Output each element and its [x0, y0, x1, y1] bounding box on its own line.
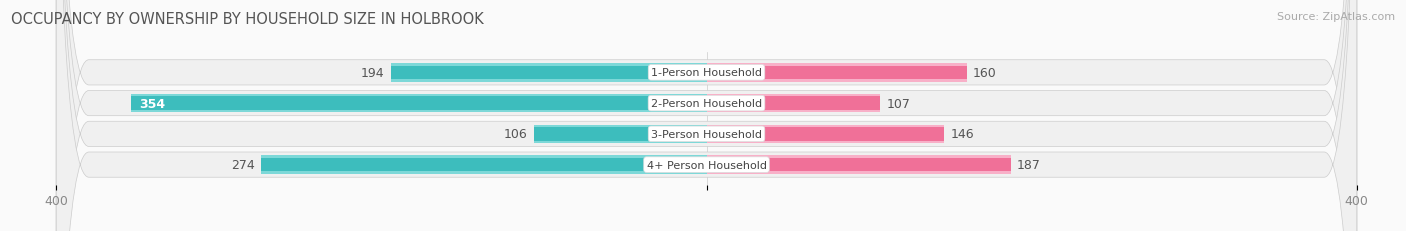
- Text: 146: 146: [950, 128, 974, 141]
- Text: OCCUPANCY BY OWNERSHIP BY HOUSEHOLD SIZE IN HOLBROOK: OCCUPANCY BY OWNERSHIP BY HOUSEHOLD SIZE…: [11, 12, 484, 27]
- Text: 274: 274: [231, 158, 254, 171]
- Bar: [707, 97, 880, 110]
- Bar: [534, 125, 707, 143]
- Text: 3-Person Household: 3-Person Household: [651, 129, 762, 139]
- Text: 106: 106: [503, 128, 527, 141]
- Bar: [131, 94, 707, 113]
- Bar: [707, 66, 967, 80]
- Text: 160: 160: [973, 67, 997, 79]
- FancyBboxPatch shape: [56, 0, 1357, 231]
- Bar: [534, 128, 707, 141]
- Bar: [707, 94, 880, 113]
- Bar: [131, 97, 707, 110]
- Bar: [707, 128, 943, 141]
- Bar: [707, 156, 1011, 174]
- Bar: [391, 66, 707, 80]
- Bar: [391, 64, 707, 82]
- Text: 187: 187: [1017, 158, 1040, 171]
- FancyBboxPatch shape: [56, 0, 1357, 231]
- Bar: [707, 64, 967, 82]
- Text: Source: ZipAtlas.com: Source: ZipAtlas.com: [1277, 12, 1395, 21]
- Text: 107: 107: [887, 97, 911, 110]
- Bar: [262, 156, 707, 174]
- Text: 2-Person Household: 2-Person Household: [651, 99, 762, 109]
- Bar: [707, 125, 943, 143]
- Text: 1-Person Household: 1-Person Household: [651, 68, 762, 78]
- Bar: [262, 158, 707, 172]
- Bar: [707, 158, 1011, 172]
- Text: 354: 354: [139, 97, 166, 110]
- FancyBboxPatch shape: [56, 0, 1357, 231]
- Text: 4+ Person Household: 4+ Person Household: [647, 160, 766, 170]
- Text: 194: 194: [361, 67, 385, 79]
- FancyBboxPatch shape: [56, 0, 1357, 231]
